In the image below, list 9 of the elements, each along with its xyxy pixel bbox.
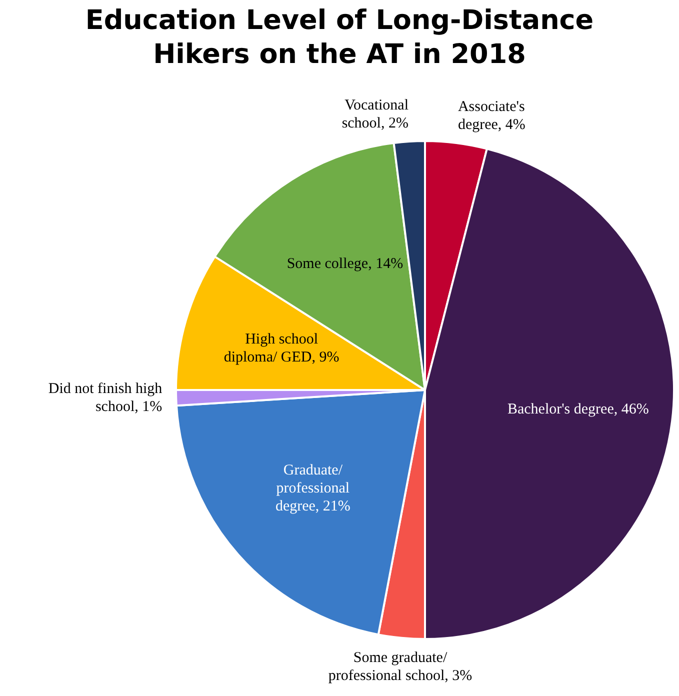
- slice-label: Associate's degree, 4%: [458, 99, 526, 134]
- slice-label: Some graduate/ professional school, 3%: [328, 650, 472, 684]
- slice-label: High school diploma/ GED, 9%: [224, 331, 340, 366]
- slice-label: Graduate/ professional degree, 21%: [275, 462, 350, 515]
- slice-label: Vocational school, 2%: [342, 97, 408, 132]
- chart-title: Education Level of Long-Distance Hikers on the AT in 2018: [84, 4, 595, 72]
- slice-label: Did not finish high school, 1%: [48, 381, 163, 416]
- slice-label: Some college, 14%: [286, 256, 404, 272]
- slice-label: Bachelor's degree, 46%: [507, 401, 649, 418]
